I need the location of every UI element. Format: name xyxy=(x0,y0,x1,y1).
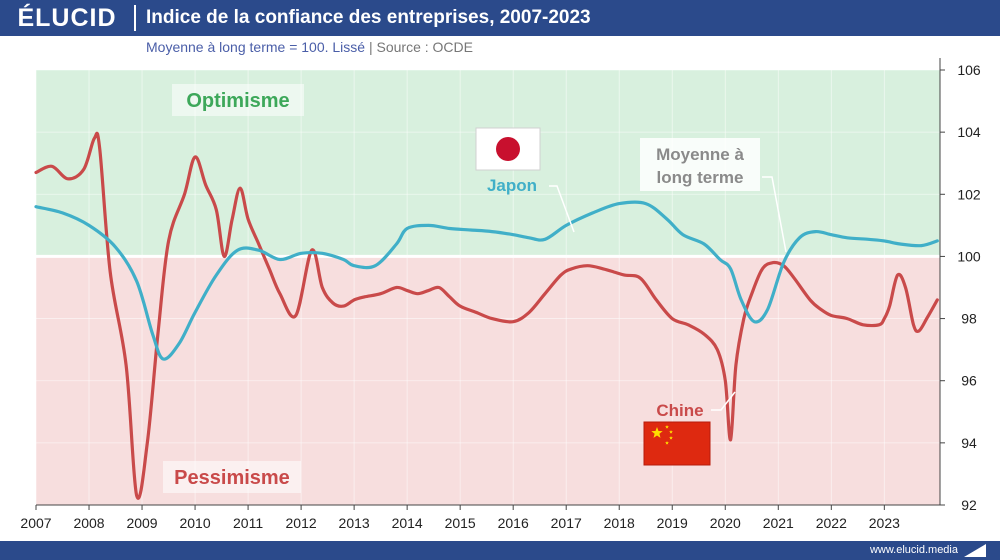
x-tick-label: 2018 xyxy=(604,515,635,531)
zone-label-pessimism: Pessimisme xyxy=(174,467,290,489)
footer-site: www.elucid.media xyxy=(869,544,958,556)
x-tick-label: 2023 xyxy=(869,515,900,531)
elucid-mark-icon xyxy=(964,544,986,557)
reference-leader-line xyxy=(762,176,787,253)
series-line-chine xyxy=(34,131,939,500)
x-tick-label: 2021 xyxy=(763,515,794,531)
subtitle-source: Source : OCDE xyxy=(376,39,473,55)
japan-flag-icon xyxy=(475,127,541,171)
chart-subtitle: Moyenne à long terme = 100. Lissé | Sour… xyxy=(146,39,473,55)
x-tick-label: 2020 xyxy=(710,515,741,531)
x-tick-label: 2022 xyxy=(816,515,847,531)
japon-leader-line xyxy=(549,185,575,233)
x-tick-label: 2019 xyxy=(657,515,688,531)
chart-title: Indice de la confiance des entreprises, … xyxy=(146,7,591,28)
series-line-japon xyxy=(34,200,939,361)
x-tick-label: 2017 xyxy=(551,515,582,531)
y-tick-label: 96 xyxy=(961,373,977,389)
x-tick-label: 2015 xyxy=(445,515,476,531)
x-tick-label: 2009 xyxy=(126,515,157,531)
logo-divider xyxy=(134,5,136,31)
subtitle-separator: | xyxy=(368,39,373,55)
chine-leader-line xyxy=(711,391,736,411)
x-tick-label: 2011 xyxy=(233,515,263,531)
y-tick-label: 104 xyxy=(957,124,981,140)
x-tick-label: 2012 xyxy=(286,515,317,531)
subtitle-main: Moyenne à long terme = 100. Lissé xyxy=(146,39,366,55)
y-tick-label: 106 xyxy=(957,62,981,78)
x-tick-label: 2007 xyxy=(20,515,51,531)
y-tick-label: 94 xyxy=(961,435,977,451)
series-label-chine: Chine xyxy=(656,401,703,420)
y-tick-label: 100 xyxy=(957,248,981,264)
series-label-japon: Japon xyxy=(487,176,537,195)
x-tick-label: 2008 xyxy=(73,515,104,531)
zone-label-optimism: Optimisme xyxy=(186,90,289,112)
x-tick-label: 2016 xyxy=(498,515,529,531)
y-tick-label: 98 xyxy=(961,311,977,327)
x-tick-label: 2014 xyxy=(392,515,423,531)
reference-label-line1: Moyenne à xyxy=(656,145,744,164)
x-tick-label: 2010 xyxy=(179,515,210,531)
y-tick-label: 92 xyxy=(961,497,977,513)
header-bar: ÉLUCID Indice de la confiance des entrep… xyxy=(0,0,1000,36)
china-flag-icon xyxy=(643,421,711,466)
reference-label-line2: long terme xyxy=(657,168,744,187)
y-tick-label: 102 xyxy=(957,186,981,202)
elucid-logo: ÉLUCID xyxy=(17,4,117,32)
x-tick-label: 2013 xyxy=(339,515,370,531)
footer-bar: www.elucid.media xyxy=(0,541,1000,560)
